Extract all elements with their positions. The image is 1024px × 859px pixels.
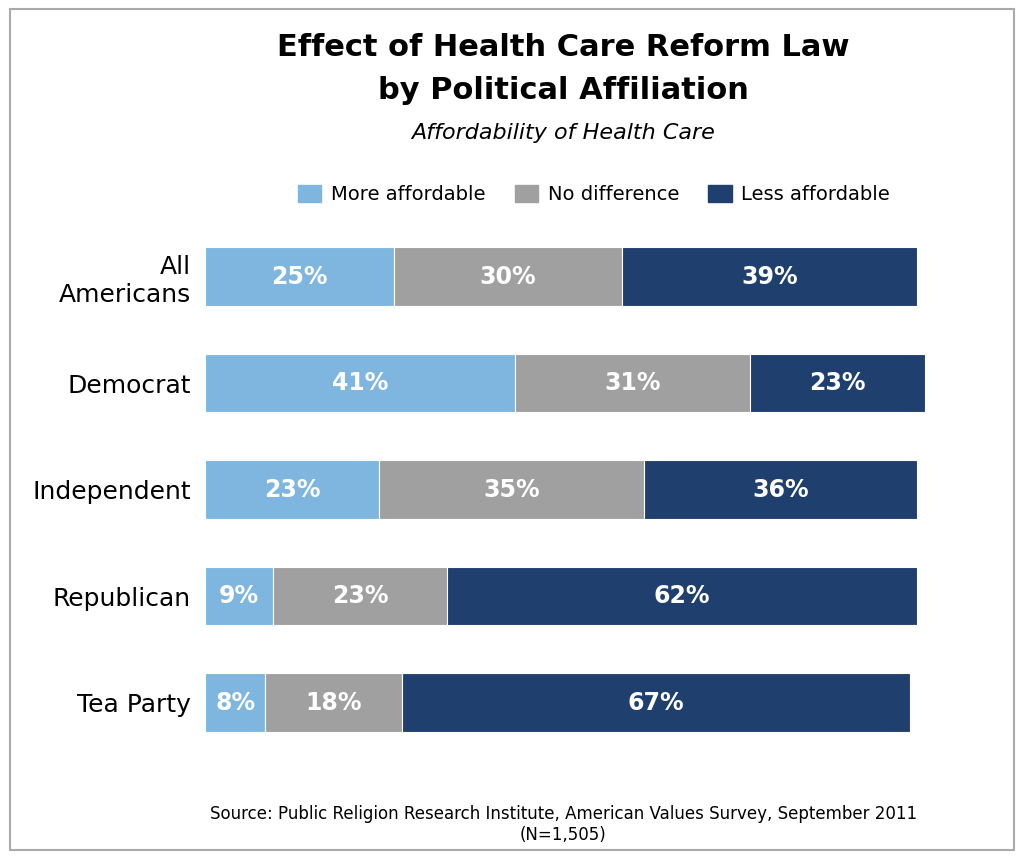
Text: 62%: 62% <box>654 584 711 608</box>
Text: by Political Affiliation: by Political Affiliation <box>378 76 749 105</box>
Bar <box>447 567 918 625</box>
Text: 36%: 36% <box>753 478 809 502</box>
Legend: More affordable, No difference, Less affordable: More affordable, No difference, Less aff… <box>290 177 898 212</box>
Text: Affordability of Health Care: Affordability of Health Care <box>412 123 715 143</box>
Text: 23%: 23% <box>264 478 321 502</box>
Text: 25%: 25% <box>271 265 328 289</box>
Bar <box>205 354 515 412</box>
Bar <box>751 354 925 412</box>
Text: 41%: 41% <box>332 371 388 395</box>
Bar <box>401 673 909 732</box>
Bar <box>622 247 918 306</box>
Text: 35%: 35% <box>483 478 540 502</box>
Bar <box>394 247 622 306</box>
Bar <box>205 567 273 625</box>
Bar <box>273 567 447 625</box>
Bar <box>265 673 401 732</box>
Text: 67%: 67% <box>628 691 684 715</box>
Text: 23%: 23% <box>332 584 388 608</box>
Text: 30%: 30% <box>479 265 537 289</box>
Text: 9%: 9% <box>219 584 259 608</box>
Text: 31%: 31% <box>605 371 662 395</box>
Text: 8%: 8% <box>215 691 255 715</box>
Text: 39%: 39% <box>741 265 798 289</box>
Bar <box>515 354 751 412</box>
Text: 18%: 18% <box>305 691 361 715</box>
Bar <box>379 460 644 519</box>
Text: Effect of Health Care Reform Law: Effect of Health Care Reform Law <box>276 33 850 62</box>
Text: 23%: 23% <box>809 371 865 395</box>
Bar <box>205 247 394 306</box>
Bar <box>205 673 265 732</box>
Bar <box>644 460 918 519</box>
Text: Source: Public Religion Research Institute, American Values Survey, September 20: Source: Public Religion Research Institu… <box>210 805 916 844</box>
Bar <box>205 460 379 519</box>
